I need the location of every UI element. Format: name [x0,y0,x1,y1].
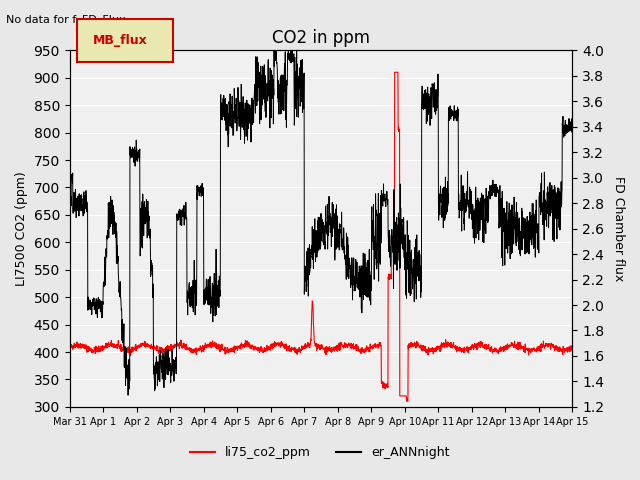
li75_co2_ppm [595,348,602,354]
Text: No data for f_FD_Flux: No data for f_FD_Flux [6,14,126,25]
li75_co2_ppm [66,344,74,350]
Y-axis label: LI7500 CO2 (ppm): LI7500 CO2 (ppm) [15,171,28,286]
li75_co2_ppm [235,343,243,349]
li75_co2_ppm [403,398,411,404]
Text: MB_flux: MB_flux [93,34,148,48]
er_ANNnight [602,128,610,133]
er_ANNnight [124,392,132,398]
li75_co2_ppm [391,70,399,75]
Y-axis label: FD Chamber flux: FD Chamber flux [612,176,625,281]
Line: li75_co2_ppm: li75_co2_ppm [70,72,606,401]
li75_co2_ppm [530,346,538,352]
Legend: li75_co2_ppm, er_ANNnight: li75_co2_ppm, er_ANNnight [186,441,454,464]
li75_co2_ppm [500,348,508,354]
Title: CO2 in ppm: CO2 in ppm [272,29,370,48]
er_ANNnight [66,199,74,204]
li75_co2_ppm [602,344,610,350]
er_ANNnight [120,324,127,330]
li75_co2_ppm [370,344,378,349]
er_ANNnight [371,276,378,282]
er_ANNnight [236,123,243,129]
er_ANNnight [270,48,278,53]
Line: er_ANNnight: er_ANNnight [70,50,606,395]
er_ANNnight [530,246,538,252]
er_ANNnight [500,223,508,229]
er_ANNnight [595,124,602,130]
li75_co2_ppm [120,348,127,353]
